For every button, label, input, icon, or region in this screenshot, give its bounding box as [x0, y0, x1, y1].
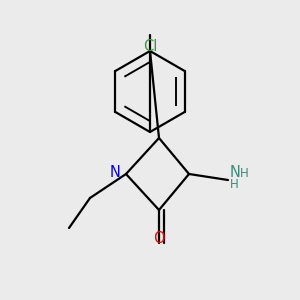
Text: O: O: [153, 231, 165, 246]
Text: N: N: [230, 165, 240, 180]
Text: N: N: [110, 165, 121, 180]
Text: H: H: [239, 167, 248, 180]
Text: H: H: [230, 178, 238, 191]
Text: Cl: Cl: [143, 39, 157, 54]
